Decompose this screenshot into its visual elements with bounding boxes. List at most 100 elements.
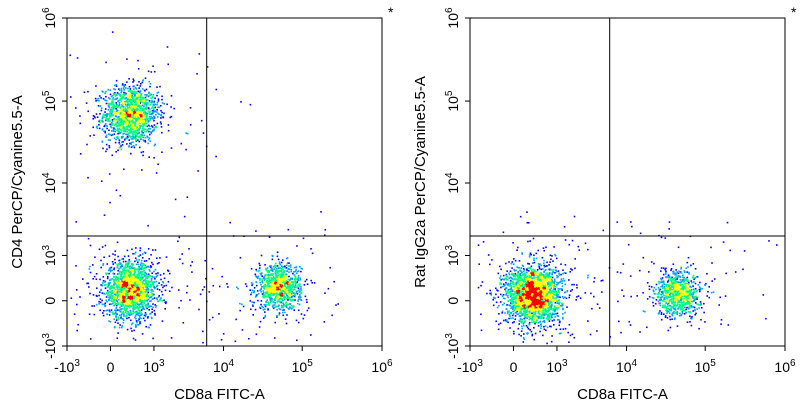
- event-dot: [115, 125, 118, 128]
- event-dot: [130, 122, 133, 125]
- event-dot: [128, 266, 130, 268]
- event-dot: [167, 129, 170, 132]
- event-dot: [103, 114, 106, 116]
- event-dot: [134, 339, 137, 341]
- event-dot: [149, 270, 151, 272]
- event-dot: [118, 101, 121, 104]
- event-dot: [109, 139, 111, 141]
- event-dot: [132, 304, 134, 306]
- event-dot: [120, 289, 122, 291]
- event-dot: [128, 293, 131, 296]
- event-dot: [115, 150, 117, 153]
- x-tick-label: 106: [371, 358, 393, 375]
- event-dot: [106, 290, 109, 292]
- event-dot: [136, 284, 138, 286]
- event-dot: [112, 297, 115, 300]
- event-dot: [128, 118, 130, 120]
- event-dot: [105, 114, 107, 116]
- event-dot: [324, 229, 327, 231]
- event-dot: [112, 99, 115, 101]
- event-dot: [149, 281, 152, 283]
- event-dot: [116, 295, 119, 298]
- event-dot: [155, 280, 158, 283]
- event-dot: [278, 281, 280, 284]
- event-dot: [115, 289, 118, 291]
- event-dot: [298, 285, 301, 287]
- event-dot: [202, 341, 204, 344]
- event-dot: [167, 63, 169, 66]
- event-dot: [113, 92, 115, 95]
- event-dot: [119, 270, 122, 273]
- event-dot: [136, 111, 138, 114]
- event-dot: [123, 293, 125, 296]
- event-dot: [120, 301, 123, 304]
- event-dot: [114, 321, 117, 324]
- event-dot: [142, 263, 144, 265]
- event-dot: [113, 88, 115, 90]
- event-dot: [108, 106, 111, 109]
- event-dot: [133, 116, 136, 118]
- event-dot: [137, 114, 139, 117]
- event-dot: [202, 330, 204, 333]
- event-dot: [144, 128, 147, 131]
- event-dot: [539, 286, 541, 288]
- event-dot: [286, 314, 288, 316]
- event-dot: [87, 110, 89, 113]
- event-dot: [153, 101, 155, 104]
- event-dot: [128, 294, 131, 297]
- event-dot: [284, 283, 287, 286]
- event-dot: [323, 321, 326, 323]
- event-dot: [116, 92, 119, 94]
- event-dot: [145, 125, 147, 127]
- event-dot: [273, 306, 275, 309]
- event-dot: [562, 272, 564, 275]
- event-dot: [131, 112, 134, 115]
- event-dot: [156, 274, 159, 277]
- event-dot: [123, 108, 125, 111]
- event-dot: [133, 299, 135, 302]
- y-axis-title: CD4 PerCP/Cyanine5.5-A: [9, 95, 26, 268]
- event-dot: [254, 273, 257, 276]
- event-dot: [150, 285, 153, 287]
- event-dot: [124, 266, 127, 269]
- event-dot: [293, 295, 296, 298]
- event-dot: [134, 116, 137, 119]
- event-dot: [118, 104, 120, 106]
- event-dot: [120, 131, 123, 133]
- event-dot: [110, 113, 113, 116]
- event-dot: [108, 272, 110, 275]
- event-dot: [146, 130, 149, 132]
- event-dot: [114, 296, 117, 299]
- event-dot: [277, 283, 279, 285]
- event-dot: [135, 259, 138, 261]
- event-dot: [295, 292, 298, 294]
- event-dot: [106, 277, 109, 280]
- event-dot: [211, 267, 214, 270]
- event-dot: [102, 264, 104, 266]
- event-dot: [116, 119, 118, 121]
- event-dot: [131, 295, 134, 298]
- event-dot: [145, 107, 148, 109]
- event-dot: [274, 289, 276, 291]
- event-dot: [138, 95, 141, 97]
- event-dot: [107, 109, 110, 111]
- event-dot: [153, 109, 155, 111]
- event-dot: [112, 291, 114, 294]
- event-dot: [114, 115, 117, 118]
- event-dot: [135, 120, 138, 122]
- event-dot: [137, 289, 139, 291]
- event-dot: [275, 280, 278, 282]
- event-dot: [548, 284, 550, 286]
- event-dot: [103, 116, 106, 118]
- event-dot: [114, 120, 117, 122]
- event-dot: [110, 284, 112, 287]
- event-dot: [269, 300, 272, 302]
- event-dot: [122, 300, 125, 303]
- event-dot: [143, 115, 145, 118]
- event-dot: [128, 275, 130, 278]
- event-dot: [154, 268, 157, 271]
- event-dot: [297, 289, 300, 292]
- event-dot: [125, 303, 128, 305]
- event-dot: [101, 292, 104, 294]
- event-dot: [146, 276, 148, 278]
